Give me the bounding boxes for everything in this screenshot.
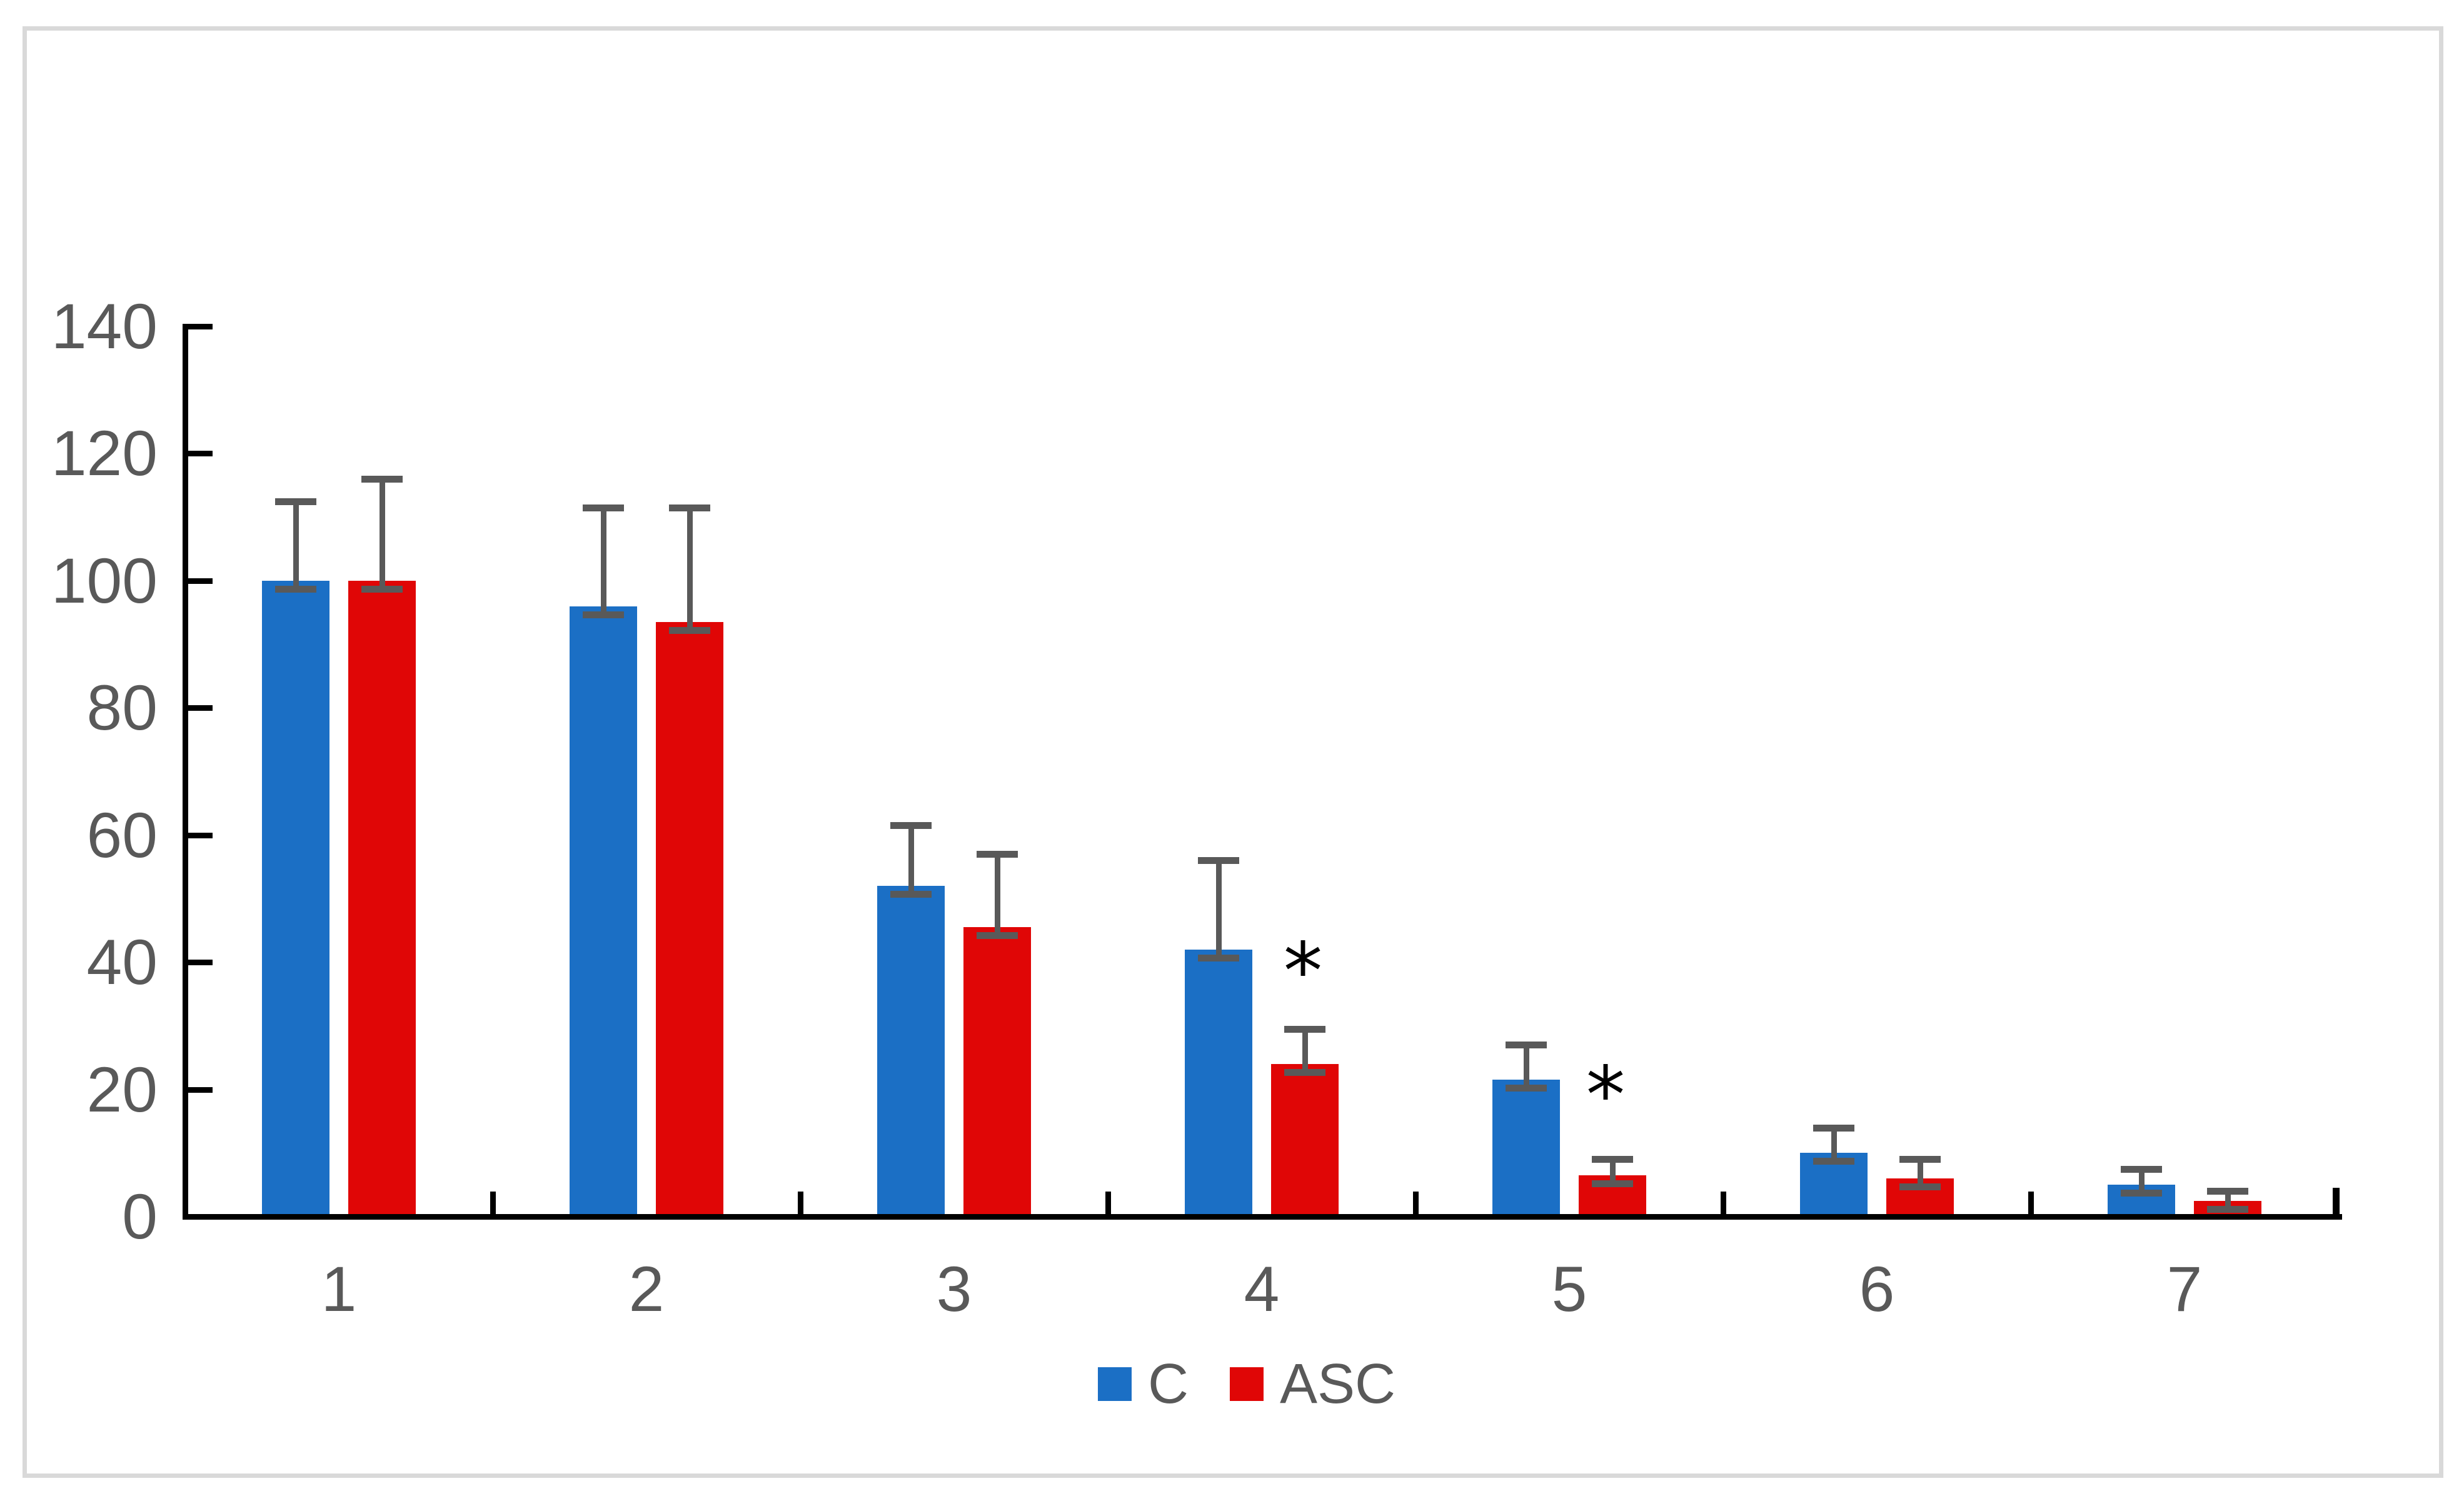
x-category-label: 5 [1551, 1253, 1587, 1325]
x-category-label: 2 [628, 1253, 665, 1325]
error-bar-cap-top [2121, 1165, 2162, 1173]
bar-c-1 [262, 580, 329, 1217]
bar-c-4 [1185, 949, 1252, 1217]
error-bar-cap-top [583, 504, 624, 511]
x-tick-mark [798, 1192, 803, 1214]
error-bar-cap-bottom [1284, 1068, 1325, 1076]
y-tick-mark [188, 832, 213, 838]
error-bar-line [1831, 1127, 1837, 1163]
y-tick-label: 140 [51, 291, 158, 363]
error-bar-line [1610, 1159, 1616, 1185]
figure-border [23, 26, 2443, 1478]
bar-asc-4 [1271, 1063, 1339, 1217]
legend-swatch-asc-icon [1229, 1367, 1264, 1401]
error-bar-line [2225, 1191, 2231, 1211]
error-bar-cap-bottom [890, 891, 932, 898]
error-bar-line [1524, 1045, 1529, 1090]
error-bar-cap-bottom [2207, 1205, 2248, 1213]
error-bar-cap-bottom [275, 585, 316, 593]
error-bar-line [995, 854, 1000, 938]
x-axis-end-tick [2333, 1188, 2340, 1214]
bar-c-5 [1492, 1080, 1560, 1217]
error-bar-cap-top [275, 498, 316, 505]
error-bar-cap-top [1592, 1156, 1633, 1163]
error-bar-cap-top [1198, 857, 1239, 865]
bar-c-3 [877, 886, 945, 1217]
y-tick-label: 40 [86, 926, 158, 998]
x-category-label: 7 [2166, 1253, 2203, 1325]
y-tick-mark [188, 324, 213, 330]
error-bar-cap-top [890, 822, 932, 830]
error-bar-cap-top [2207, 1188, 2248, 1195]
error-bar-line [687, 507, 693, 632]
error-bar-cap-top [1506, 1042, 1547, 1049]
x-axis-line [183, 1214, 2342, 1220]
significance-asterisk: * [1283, 926, 1323, 1018]
error-bar-line [2139, 1168, 2145, 1195]
y-tick-label: 60 [86, 799, 158, 871]
x-category-label: 4 [1244, 1253, 1280, 1325]
error-bar-cap-top [1284, 1025, 1325, 1033]
y-axis-line [183, 324, 188, 1219]
error-bar-cap-bottom [669, 627, 710, 634]
bar-asc-3 [963, 927, 1031, 1217]
error-bar-line [601, 507, 606, 616]
error-bar-cap-bottom [361, 585, 403, 593]
bar-asc-2 [656, 622, 723, 1217]
error-bar-cap-bottom [1506, 1085, 1547, 1092]
bar-asc-1 [348, 580, 416, 1217]
error-bar-cap-top [361, 476, 403, 483]
x-tick-mark [2028, 1192, 2034, 1214]
y-tick-label: 0 [122, 1181, 158, 1252]
error-bar-line [1302, 1028, 1308, 1074]
error-bar-cap-top [669, 504, 710, 511]
error-bar-cap-bottom [583, 611, 624, 618]
legend-swatch-c-icon [1097, 1367, 1132, 1401]
y-tick-mark [188, 960, 213, 966]
error-bar-cap-bottom [1592, 1180, 1633, 1187]
y-tick-label: 120 [51, 418, 158, 489]
error-bar-cap-bottom [1198, 954, 1239, 961]
legend-item-c: C [1097, 1353, 1189, 1415]
y-tick-label: 20 [86, 1053, 158, 1125]
y-tick-mark [188, 705, 213, 711]
error-bar-cap-top [1899, 1156, 1941, 1163]
x-category-label: 6 [1859, 1253, 1895, 1325]
x-tick-mark [490, 1192, 496, 1214]
x-category-label: 1 [321, 1253, 357, 1325]
x-tick-mark [1721, 1192, 1726, 1214]
significance-asterisk: * [1586, 1050, 1626, 1142]
legend-item-asc: ASC [1229, 1353, 1396, 1415]
error-bar-line [293, 501, 299, 591]
error-bar-cap-top [1813, 1124, 1854, 1132]
x-tick-mark [1413, 1192, 1419, 1214]
error-bar-cap-top [977, 851, 1018, 858]
error-bar-line [1216, 860, 1222, 960]
bar-c-2 [570, 606, 637, 1217]
legend: C ASC [1097, 1349, 1396, 1419]
error-bar-cap-bottom [2121, 1190, 2162, 1197]
error-bar-cap-bottom [1899, 1183, 1941, 1190]
y-tick-mark [188, 451, 213, 457]
error-bar-line [380, 479, 385, 591]
legend-label-asc: ASC [1279, 1353, 1396, 1415]
y-tick-mark [188, 578, 213, 584]
y-tick-label: 100 [51, 545, 158, 616]
x-category-label: 3 [936, 1253, 972, 1325]
y-tick-mark [188, 1087, 213, 1093]
error-bar-line [1918, 1159, 1923, 1188]
error-bar-cap-bottom [1813, 1158, 1854, 1165]
legend-label-c: C [1147, 1353, 1189, 1415]
error-bar-cap-bottom [977, 932, 1018, 940]
x-tick-mark [1105, 1192, 1111, 1214]
error-bar-line [908, 825, 914, 896]
y-tick-label: 80 [86, 672, 158, 744]
